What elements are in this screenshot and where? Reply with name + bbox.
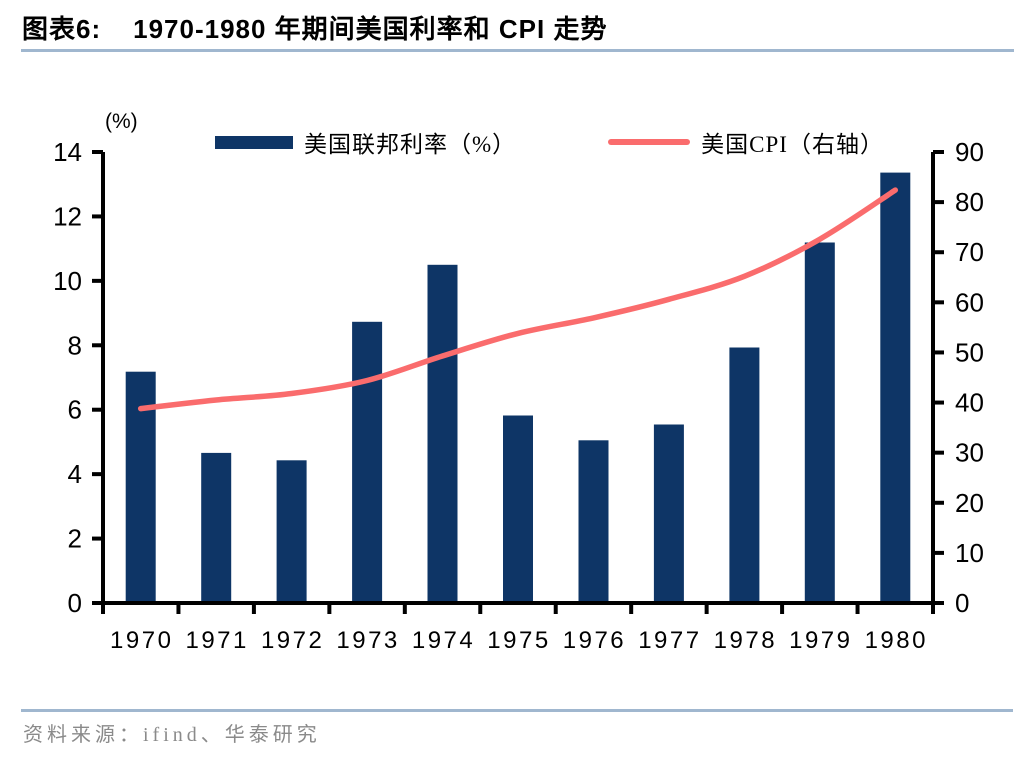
bar-1971 bbox=[201, 452, 232, 603]
left-axis-label: 8 bbox=[68, 330, 82, 360]
right-axis-label: 40 bbox=[955, 388, 984, 418]
footer-divider bbox=[21, 709, 1013, 712]
x-axis-label: 1974 bbox=[412, 627, 475, 654]
bar-1978 bbox=[729, 347, 760, 603]
bar-1976 bbox=[578, 440, 609, 603]
x-axis-label: 1978 bbox=[714, 627, 777, 654]
left-axis-label: 10 bbox=[53, 266, 82, 296]
x-axis-label: 1977 bbox=[638, 627, 701, 654]
legend-label-cpi: 美国CPI（右轴） bbox=[701, 132, 884, 157]
bar-1980 bbox=[880, 172, 911, 603]
line-series-swatch-icon bbox=[608, 139, 691, 145]
legend-item-fed-rate: 美国联邦利率（%） bbox=[215, 128, 517, 157]
right-axis-label: 90 bbox=[955, 137, 984, 167]
bar-1975 bbox=[503, 415, 533, 603]
figure-number-label: 图表6: bbox=[22, 14, 102, 44]
x-axis-label: 1975 bbox=[487, 627, 550, 654]
bar-1973 bbox=[352, 321, 383, 603]
title-divider bbox=[21, 49, 1014, 52]
x-axis-label: 1970 bbox=[110, 627, 173, 654]
right-axis-label: 20 bbox=[955, 488, 984, 518]
cpi-line bbox=[137, 187, 899, 412]
legend-item-cpi: 美国CPI（右轴） bbox=[608, 128, 884, 157]
left-axis-unit-label: (%) bbox=[105, 110, 138, 133]
x-axis-label: 1972 bbox=[261, 627, 324, 654]
right-axis-label: 0 bbox=[955, 588, 969, 618]
left-axis-label: 14 bbox=[53, 137, 82, 167]
right-axis-label: 70 bbox=[955, 237, 984, 267]
left-axis-label: 0 bbox=[68, 588, 82, 618]
right-axis-label: 30 bbox=[955, 438, 984, 468]
left-axis-label: 2 bbox=[68, 524, 82, 554]
bar-1977 bbox=[653, 424, 684, 603]
bar-1972 bbox=[276, 460, 307, 603]
left-axis-label: 6 bbox=[68, 395, 82, 425]
x-axis-label: 1973 bbox=[336, 627, 399, 654]
page-title: 图表6: 1970-1980 年期间美国利率和 CPI 走势 bbox=[22, 9, 607, 46]
x-axis-label: 1979 bbox=[789, 627, 852, 654]
figure-title-text: 1970-1980 年期间美国利率和 CPI 走势 bbox=[133, 14, 608, 44]
legend-label-fed-rate: 美国联邦利率（%） bbox=[304, 132, 517, 157]
bar-1974 bbox=[427, 264, 458, 604]
x-axis-label: 1971 bbox=[185, 627, 248, 654]
bar-1979 bbox=[804, 242, 835, 603]
x-axis-label: 1980 bbox=[865, 627, 928, 654]
right-axis-label: 60 bbox=[955, 287, 984, 317]
left-axis-label: 12 bbox=[53, 201, 82, 231]
x-axis-label: 1976 bbox=[563, 627, 626, 654]
left-axis-label: 4 bbox=[68, 459, 82, 489]
right-axis-label: 10 bbox=[955, 538, 984, 568]
right-axis-label: 50 bbox=[955, 337, 984, 367]
chart-legend: 美国联邦利率（%） 美国CPI（右轴） bbox=[215, 128, 884, 157]
bar-series-swatch-icon bbox=[215, 135, 293, 149]
right-axis-label: 80 bbox=[955, 187, 984, 217]
dual-axis-chart: 0 2 4 6 8 10 12 14 0 10 20 30 40 50 60 70 80 90 1970 1971 19… bbox=[53, 137, 984, 654]
source-text: 资料来源：ifind、华泰研究 bbox=[23, 724, 321, 746]
